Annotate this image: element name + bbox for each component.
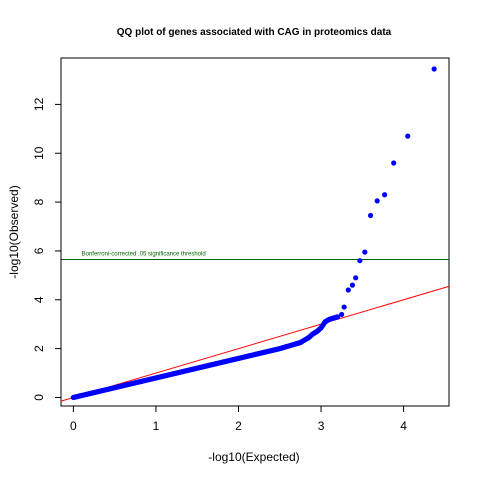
y-tick-label: 2 [32,345,46,352]
data-point [374,198,380,204]
y-tick-label: 0 [32,394,46,401]
data-point [391,160,397,166]
y-axis: 0 2 4 6 8 10 12 [32,97,62,401]
y-tick-label: 12 [32,97,46,111]
reference-line [61,285,449,402]
data-point [382,192,388,198]
y-tick-label: 8 [32,198,46,205]
data-point [349,282,356,288]
y-tick-label: 6 [32,247,46,254]
threshold-label: Bonferroni-corrected .05 significance th… [82,251,206,257]
x-tick-label: 1 [153,419,160,433]
data-point [367,212,374,219]
x-tick-label: 3 [318,419,325,433]
data-point [353,275,359,281]
y-axis-label: -log10(Observed) [7,185,21,278]
x-axis: 0 1 2 3 4 [70,405,407,433]
y-tick-label: 10 [32,146,46,160]
data-point [362,249,368,255]
x-tick-label: 0 [70,419,77,433]
chart-title: QQ plot of genes associated with CAG in … [117,27,392,38]
data-point [345,287,351,293]
data-point [431,66,437,72]
data-point [339,311,345,318]
data-point [405,133,411,139]
y-tick-label: 4 [32,296,46,303]
plot-area: Bonferroni-corrected .05 significance th… [60,57,450,407]
x-tick-label: 2 [235,419,242,433]
data-point [341,304,347,310]
x-axis-label: -log10(Expected) [208,450,299,464]
x-tick-label: 4 [400,419,407,433]
data-point [357,258,363,264]
data-point [334,314,341,320]
